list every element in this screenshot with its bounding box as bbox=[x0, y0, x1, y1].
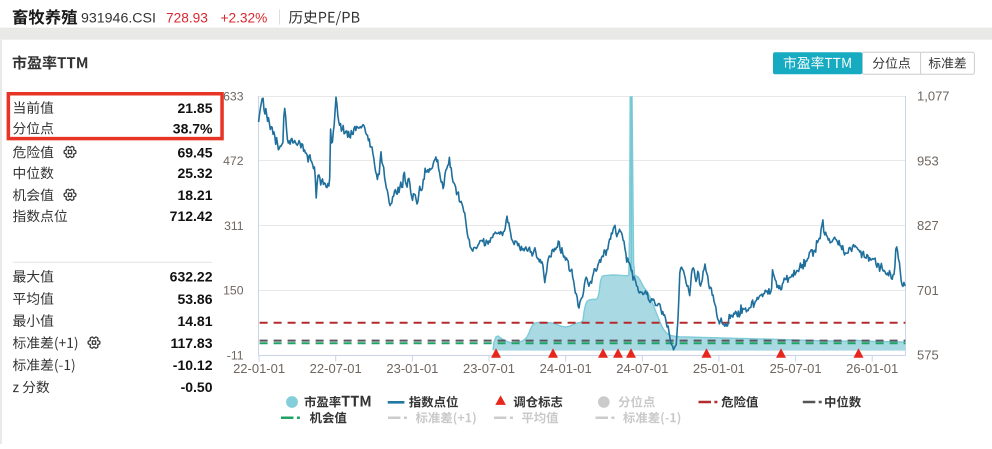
svg-text:69.45: 69.45 bbox=[177, 144, 212, 160]
svg-text:953: 953 bbox=[917, 153, 939, 168]
svg-text:-11: -11 bbox=[227, 348, 244, 362]
svg-text:1,077: 1,077 bbox=[917, 89, 950, 104]
svg-text:18.21: 18.21 bbox=[177, 187, 212, 203]
svg-text:53.86: 53.86 bbox=[177, 291, 212, 307]
svg-text:311: 311 bbox=[224, 219, 244, 233]
svg-text:827: 827 bbox=[917, 218, 939, 233]
svg-text:23-01-01: 23-01-01 bbox=[386, 361, 438, 376]
svg-text:117.83: 117.83 bbox=[170, 335, 212, 351]
svg-text:23-07-01: 23-07-01 bbox=[463, 361, 515, 376]
svg-text:+2.32%: +2.32% bbox=[221, 11, 268, 26]
svg-text:24-07-01: 24-07-01 bbox=[616, 361, 668, 376]
svg-text:-0.50: -0.50 bbox=[181, 379, 213, 395]
svg-text:633: 633 bbox=[223, 89, 244, 103]
svg-text:14.81: 14.81 bbox=[177, 313, 212, 329]
svg-text:21.85: 21.85 bbox=[177, 100, 212, 116]
svg-text:25-01-01: 25-01-01 bbox=[693, 361, 745, 376]
svg-text:701: 701 bbox=[917, 283, 939, 298]
svg-text:25-07-01: 25-07-01 bbox=[770, 361, 822, 376]
svg-text:25.32: 25.32 bbox=[177, 165, 212, 181]
svg-text:22-01-01: 22-01-01 bbox=[233, 361, 285, 376]
svg-text:-10.12: -10.12 bbox=[173, 357, 213, 373]
svg-text:150: 150 bbox=[223, 284, 244, 298]
svg-text:24-01-01: 24-01-01 bbox=[540, 361, 592, 376]
svg-text:38.7%: 38.7% bbox=[173, 121, 213, 137]
svg-text:712.42: 712.42 bbox=[170, 208, 213, 224]
svg-text:22-07-01: 22-07-01 bbox=[310, 361, 362, 376]
svg-text:632.22: 632.22 bbox=[170, 269, 213, 285]
svg-text:472: 472 bbox=[223, 154, 244, 168]
svg-text:931946.CSI: 931946.CSI bbox=[81, 11, 156, 27]
svg-text:26-01-01: 26-01-01 bbox=[846, 361, 898, 376]
svg-text:575: 575 bbox=[917, 348, 939, 363]
svg-text:728.93: 728.93 bbox=[166, 11, 208, 26]
